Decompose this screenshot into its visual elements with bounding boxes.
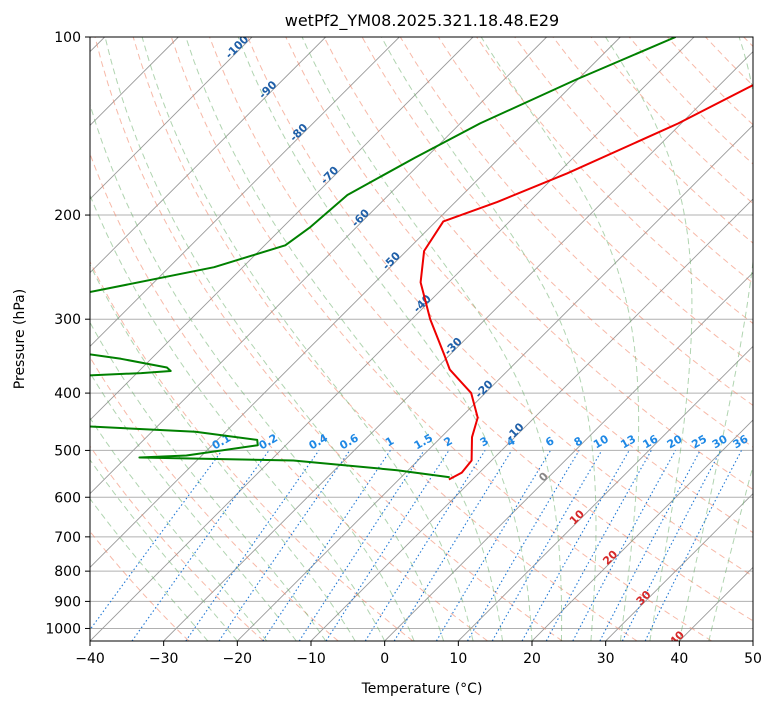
moist-adiabat-line <box>708 463 753 641</box>
mixing-ratio-line <box>298 450 425 641</box>
isotherm-line <box>458 345 753 641</box>
dry-adiabat-line <box>323 37 753 491</box>
dry-adiabat-line <box>209 37 753 622</box>
mixing-ratio-line <box>644 450 742 641</box>
isotherm-line <box>237 124 753 641</box>
plot-frame <box>89 36 754 642</box>
isotherm-line <box>605 493 753 641</box>
y-tick-label: 800 <box>54 564 81 580</box>
mixing-ratio-line <box>90 450 223 631</box>
x-tick-label: 30 <box>597 651 615 667</box>
mixing-ratio-line <box>185 450 320 641</box>
dry-adiabat-line <box>90 445 264 641</box>
moist-adiabat-line <box>480 37 640 641</box>
isotherm-line <box>90 37 547 495</box>
moist-adiabat-line <box>90 371 297 641</box>
chart-title: wetPf2_YM08.2025.321.18.48.E29 <box>285 11 559 31</box>
dry-adiabat-line <box>514 37 753 284</box>
moist-adiabat-line <box>90 102 415 641</box>
moist-adiabat-line <box>90 497 209 641</box>
x-tick-label: −40 <box>75 651 105 667</box>
moist-adiabat-line <box>141 37 474 641</box>
moist-adiabat-line <box>90 417 268 641</box>
y-tick-label: 600 <box>54 490 81 506</box>
dry-adiabat-line <box>132 37 638 641</box>
y-tick-label: 400 <box>54 386 81 402</box>
dry-adiabat-line <box>285 37 753 534</box>
temperature-line <box>419 83 753 481</box>
moist-adiabat-line <box>605 37 693 641</box>
y-tick-label: 300 <box>54 312 81 328</box>
y-axis: 100 200 300 400 500 600 700 800 900 1000 <box>45 30 90 637</box>
sounding-series <box>90 37 753 481</box>
moist-adiabat-line <box>380 37 597 641</box>
y-tick-label: 500 <box>54 443 81 459</box>
isotherm-line <box>163 51 753 641</box>
x-tick-label: 20 <box>523 651 541 667</box>
isotherm-line <box>384 272 753 641</box>
dry-adiabat-line <box>247 37 753 577</box>
isotherm-line <box>90 37 326 274</box>
dry-adiabat-line <box>90 260 414 641</box>
x-tick-label: 0 <box>380 651 389 667</box>
y-axis-title: Pressure (hPa) <box>12 289 28 389</box>
plot-area <box>90 37 753 641</box>
dry-adiabat-line <box>476 37 753 325</box>
x-axis-title: Temperature (°C) <box>361 681 483 697</box>
mixing-ratio-line <box>545 450 652 641</box>
mixing-ratio-line <box>572 450 676 641</box>
mixing-ratio-line <box>621 450 722 641</box>
isotherm-line <box>531 419 753 641</box>
mixing-ratio-line <box>218 450 351 641</box>
dry-adiabat-line <box>170 37 712 641</box>
x-tick-label: 10 <box>449 651 467 667</box>
moist-adiabat-line <box>301 37 563 641</box>
mixing-ratio-line <box>521 450 630 641</box>
isotherm-line <box>90 37 253 200</box>
y-tick-label: 700 <box>54 530 81 546</box>
y-tick-label: 1000 <box>45 621 81 637</box>
moist-adiabat-line <box>90 458 238 641</box>
moist-adiabat-line <box>104 37 445 641</box>
x-tick-label: −10 <box>296 651 326 667</box>
moist-adiabat-line <box>90 193 386 641</box>
x-tick-label: 40 <box>670 651 688 667</box>
moist-adiabat-line <box>237 37 533 641</box>
isotherm-line <box>90 37 474 421</box>
dry-adiabat-line <box>94 37 563 641</box>
dewpoint-line <box>90 37 676 479</box>
y-tick-label: 200 <box>54 208 81 224</box>
moist-adiabat-line <box>90 263 356 641</box>
x-tick-label: −30 <box>149 651 179 667</box>
moist-adiabat-line <box>90 321 327 641</box>
y-tick-label: 100 <box>54 30 81 46</box>
isotherm-line <box>90 37 621 568</box>
isotherm-line <box>90 37 400 347</box>
background-lines <box>90 37 753 641</box>
x-tick-label: 50 <box>744 651 762 667</box>
isotherm-line <box>90 37 695 641</box>
x-axis: −40 −30 −20 −10 0 10 20 30 40 50 <box>75 641 762 667</box>
x-tick-label: −20 <box>223 651 253 667</box>
dry-adiabat-line <box>90 356 339 641</box>
y-tick-label: 900 <box>54 594 81 610</box>
mixing-ratio-line <box>262 450 391 641</box>
mixing-ratio-line <box>393 450 513 641</box>
mixing-ratio-line <box>325 450 450 641</box>
moist-adiabat-line <box>185 37 503 641</box>
moist-adiabat-line <box>678 37 753 641</box>
mixing-ratio-line <box>131 450 270 641</box>
